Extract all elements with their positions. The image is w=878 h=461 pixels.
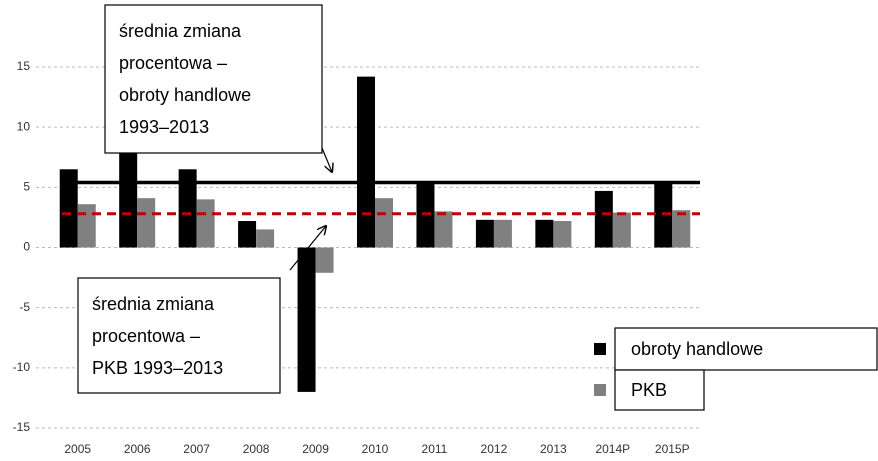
bar [77,204,96,248]
x-tick-label: 2008 [243,442,270,456]
annotation-text: procentowa – [92,326,200,346]
bar [672,210,691,248]
bar [196,199,215,248]
bar [315,247,334,273]
annotation-text: procentowa – [119,53,227,73]
x-tick-label: 2012 [481,442,508,456]
annotation-arrow [289,226,326,271]
x-tick-label: 2009 [302,442,329,456]
annotation-box [104,4,323,154]
bar [493,219,512,248]
annotation-arrow [321,147,332,172]
x-tick-label: 2014P [595,442,630,456]
legend-box [614,369,705,411]
x-tick-label: 2015P [655,442,690,456]
bar [475,219,494,248]
bar [594,190,613,248]
legend-label: PKB [631,380,667,400]
legend-label: obroty handlowe [631,339,763,359]
y-tick-label: 5 [23,180,30,194]
y-tick-label: 0 [23,240,30,254]
x-tick-label: 2007 [183,442,210,456]
bar [535,219,554,248]
bar [178,169,197,248]
bar [119,151,138,248]
y-tick-label: 10 [17,119,31,133]
annotation-text: obroty handlowe [119,85,251,105]
x-tick-label: 2013 [540,442,567,456]
bar [357,76,375,248]
y-tick-label: -5 [19,300,30,314]
annotation-text: średnia zmiana [119,21,242,41]
bar [256,229,275,248]
bar [416,183,435,248]
legend-box [614,327,878,371]
bar [59,169,78,248]
x-tick-label: 2011 [422,442,448,456]
bar [612,212,631,248]
annotation-box [77,277,281,394]
bar [434,211,453,248]
bar [375,198,393,248]
y-tick-label: 15 [17,59,31,73]
x-tick-label: 2005 [64,442,91,456]
bar [297,247,316,392]
x-tick-label: 2010 [362,442,389,456]
legend-swatch [594,343,606,355]
annotation-text: PKB 1993–2013 [92,358,223,378]
y-tick-label: -10 [13,360,31,374]
bar [553,221,572,248]
x-tick-label: 2006 [124,442,151,456]
legend-swatch [594,384,606,396]
annotation-text: średnia zmiana [92,294,215,314]
bar [137,198,156,248]
y-tick-label: -15 [13,420,31,434]
annotation-text: 1993–2013 [119,117,209,137]
bar [238,221,257,248]
